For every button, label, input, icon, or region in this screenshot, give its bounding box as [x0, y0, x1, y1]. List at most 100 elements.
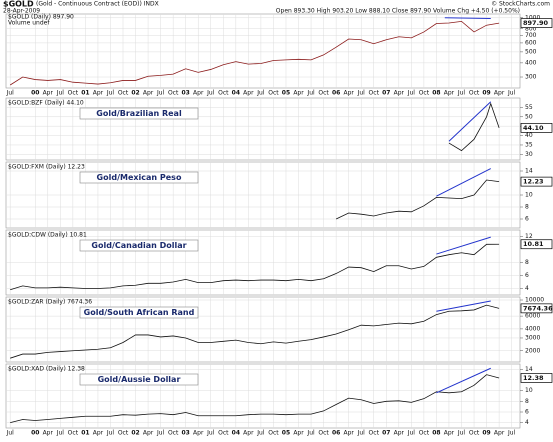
x-tick-label: Oct [469, 90, 480, 97]
y-tick-label: 30 [525, 151, 533, 158]
x-tick-label: Apr [43, 90, 54, 97]
y-tick-label: 300 [525, 74, 537, 81]
x-tick-label: Apr [43, 430, 54, 437]
trendline [436, 367, 491, 394]
panel-title: $GOLD:BZF (Daily) 44.10 [8, 100, 84, 107]
x-tick-label: Apr [293, 90, 304, 97]
x-tick-label: Apr [193, 90, 204, 97]
annotation: Gold/Mexican Peso [97, 173, 182, 182]
value-box [520, 239, 553, 250]
x-tick-label: 05 [282, 430, 290, 437]
x-tick-label: 00 [31, 430, 39, 437]
x-tick-label: Oct [168, 90, 179, 97]
y-tick-label: 12 [525, 233, 533, 240]
annotation-box [79, 107, 199, 120]
x-tick-label: 01 [81, 90, 89, 97]
x-tick-label: Apr [494, 430, 505, 437]
x-tick-label: Jul [357, 90, 366, 97]
price-line [10, 243, 500, 291]
x-tick-label: Apr [143, 430, 154, 437]
x-tick-label: Apr [243, 90, 254, 97]
annotation-box [79, 239, 199, 252]
panel-title: $GOLD:CDW (Daily) 10.81 [8, 232, 87, 239]
y-tick-label: 6 [525, 272, 529, 279]
x-tick-label: Jul [357, 430, 366, 437]
y-tick-label: 55 [525, 104, 533, 111]
panel-title: $GOLD:ZAR (Daily) 7674.36 [8, 299, 92, 306]
trendline [436, 236, 491, 255]
x-tick-label: 00 [31, 90, 39, 97]
y-tick-label: 50 [525, 113, 533, 120]
x-tick-label: Apr [394, 430, 405, 437]
x-tick-label: 08 [432, 430, 440, 437]
price-line [10, 374, 500, 424]
x-tick-label: 09 [482, 90, 490, 97]
y-tick-label: 10 [525, 387, 533, 394]
y-tick-label: 40 [525, 132, 533, 139]
quote: Open 893.30 High 903.20 Low 888.10 Close… [276, 8, 520, 15]
x-tick-label: Jul [457, 430, 466, 437]
y-tick-label: 4000 [525, 325, 540, 332]
x-tick-label: 04 [232, 90, 240, 97]
price-line [448, 102, 500, 152]
y-tick-label: 700 [525, 32, 537, 39]
x-tick-label: Oct [168, 430, 179, 437]
value-box [520, 303, 553, 314]
x-tick-label: 08 [432, 90, 440, 97]
x-tick-label: Apr [193, 430, 204, 437]
y-tick-label: 8 [525, 204, 529, 211]
y-tick-label: 6 [525, 216, 529, 223]
price-line [10, 304, 500, 359]
x-tick-label: Jul [106, 430, 115, 437]
x-tick-label: Apr [243, 430, 254, 437]
x-tick-label: Apr [494, 90, 505, 97]
y-tick-label: 600 [525, 39, 537, 46]
x-tick-label: Jul [256, 90, 265, 97]
value-box [520, 373, 553, 383]
x-tick-label: Oct [369, 430, 380, 437]
x-tick-label: Apr [93, 430, 104, 437]
x-tick-label: 06 [332, 90, 340, 97]
x-tick-label: Oct [218, 430, 229, 437]
annotation-box [79, 373, 199, 386]
x-tick-label: Apr [343, 430, 354, 437]
panel-title: $GOLD:XAD (Daily) 12.38 [8, 366, 85, 373]
x-tick-label: Jul [407, 430, 416, 437]
y-tick-label: 14 [525, 168, 533, 175]
x-tick-label: 05 [282, 90, 290, 97]
x-tick-label: Apr [143, 90, 154, 97]
volume-label: Volume undef [8, 20, 50, 27]
x-tick-label: Jul [507, 430, 516, 437]
y-tick-label: 2000 [525, 347, 540, 354]
y-tick-label: 10 [525, 192, 533, 199]
x-tick-label: Apr [343, 90, 354, 97]
x-tick-label: 09 [482, 430, 490, 437]
x-tick-label: 03 [182, 90, 190, 97]
x-tick-label: Oct [268, 90, 279, 97]
x-tick-label: Apr [394, 90, 405, 97]
x-tick-label: Jul [206, 430, 215, 437]
trendline [444, 17, 491, 20]
date: 28-Apr-2009 [3, 8, 40, 15]
panel [5, 13, 521, 89]
y-tick-label: 6 [525, 409, 529, 416]
x-tick-label: Jul [306, 430, 315, 437]
x-tick-label: 02 [131, 430, 139, 437]
y-tick-label: 14 [525, 366, 533, 373]
x-tick-label: Jul [507, 90, 516, 97]
x-tick-label: Oct [268, 430, 279, 437]
x-tick-label: Oct [68, 430, 79, 437]
annotation: Gold/Aussie Dollar [98, 375, 181, 384]
x-tick-label: 07 [382, 430, 390, 437]
y-tick-label: 6000 [525, 313, 540, 320]
x-tick-label: Oct [318, 430, 329, 437]
x-tick-label: Jul [306, 90, 315, 97]
value-label: 897.90 [523, 19, 549, 27]
value-label: 44.10 [523, 124, 544, 132]
y-tick-label: 3000 [525, 334, 540, 341]
annotation: Gold/Brazilian Real [96, 109, 182, 118]
x-tick-label: Oct [419, 90, 430, 97]
credit: © StockCharts.com [491, 1, 550, 8]
y-tick-label: 8 [525, 259, 529, 266]
